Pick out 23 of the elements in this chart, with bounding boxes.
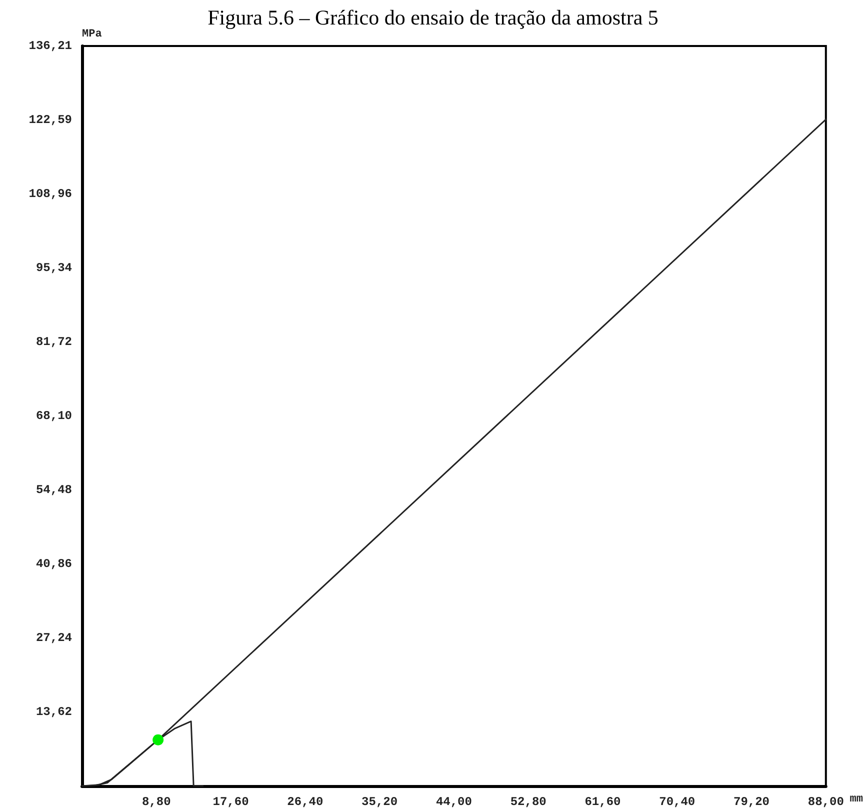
x-tick-label: 88,00 (808, 795, 844, 809)
x-tick-label: 8,80 (142, 795, 171, 809)
y-tick-label: 81,72 (36, 335, 72, 350)
y-tick-label: 95,34 (36, 261, 72, 276)
y-tick-label: 54,48 (36, 483, 72, 498)
x-tick-label: 35,20 (362, 795, 398, 809)
x-tick-label: 44,00 (436, 795, 472, 809)
x-tick-label: 70,40 (659, 795, 696, 809)
y-tick-label: 122,59 (28, 112, 72, 127)
x-tick-label: 17,60 (212, 795, 249, 809)
y-tick-label: 108,96 (28, 187, 72, 202)
y-tick-label: 68,10 (36, 409, 72, 424)
y-tick-label: 40,86 (36, 557, 72, 572)
y-tick-label: 13,62 (36, 705, 72, 720)
chart-title: Figura 5.6 – Gráfico do ensaio de tração da amostra 5 (208, 6, 658, 30)
x-tick-label: 79,20 (734, 795, 770, 809)
x-tick-label: 26,40 (287, 795, 324, 809)
x-tick-label: 61,60 (584, 795, 621, 809)
y-tick-label: 136,21 (28, 39, 72, 53)
y-tick-label: 27,24 (36, 631, 72, 646)
x-tick-label: 52,80 (510, 795, 546, 809)
x-axis-title: mm (850, 794, 864, 806)
y-axis-title: MPa (82, 28, 102, 40)
